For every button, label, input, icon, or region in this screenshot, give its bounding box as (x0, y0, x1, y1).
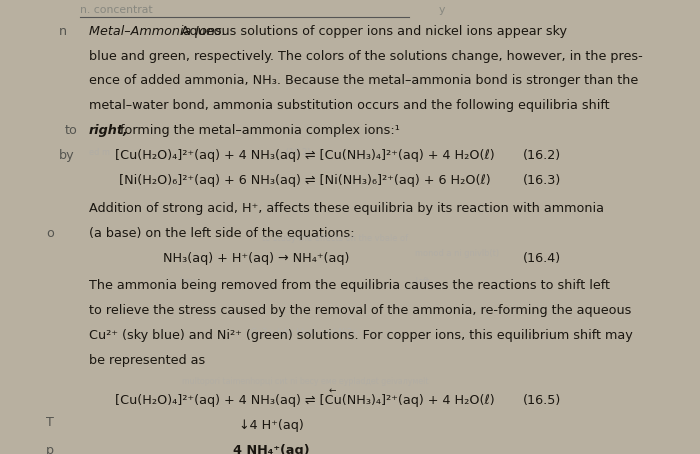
Text: The ammonia being removed from the equilibria causes the reactions to shift left: The ammonia being removed from the equil… (89, 279, 610, 292)
Text: (16.3): (16.3) (522, 174, 561, 188)
Text: ←: ← (329, 386, 336, 395)
Text: y: y (439, 5, 445, 15)
Text: [Cu(H₂O)₄]²⁺(aq) + 4 NH₃(aq) ⇌ [Cu(NH₃)₄]²⁺(aq) + 4 H₂O(ℓ): [Cu(H₂O)₄]²⁺(aq) + 4 NH₃(aq) ⇌ [Cu(NH₃)₄… (116, 149, 495, 163)
Text: by: by (59, 149, 74, 163)
Text: (16.4): (16.4) (523, 252, 561, 265)
Text: monod a ni gnivlb(t): monod a ni gnivlb(t) (415, 249, 499, 258)
Text: forming the metal–ammonia complex ions:¹: forming the metal–ammonia complex ions:¹ (116, 124, 400, 138)
Text: p: p (46, 444, 55, 454)
Text: n: n (59, 25, 66, 38)
Text: to: to (64, 124, 78, 138)
Text: o: o (46, 227, 54, 240)
Text: blue and green, respectively. The colors of the solutions change, however, in th: blue and green, respectively. The colors… (89, 49, 643, 63)
Text: metal–water bond, ammonia substitution occurs and the following equilibria shift: metal–water bond, ammonia substitution o… (89, 99, 610, 113)
Text: n. concentrat: n. concentrat (80, 5, 153, 15)
Text: T: T (46, 416, 54, 429)
Text: ed m                                    no                           (16.2): ed m no (16.2) (89, 148, 311, 157)
Text: Addition of strong acid, H⁺, affects these equilibria by its reaction with ammon: Addition of strong acid, H⁺, affects the… (89, 202, 604, 215)
Text: to study the effects on the vbаle of: to study the effects on the vbаle of (262, 234, 409, 243)
Text: ↓4 H⁺(aq): ↓4 H⁺(aq) (239, 419, 304, 432)
Text: (a base) on the left side of the equations:: (a base) on the left side of the equatio… (89, 227, 355, 240)
Text: 4 NH₄⁺(aq): 4 NH₄⁺(aq) (233, 444, 310, 454)
Text: (16.5): (16.5) (522, 394, 561, 407)
Text: be represented as: be represented as (89, 354, 205, 367)
Text: ence of added ammonia, NH₃. Because the metal–ammonia bond is stronger than the: ence of added ammonia, NH₃. Because the … (89, 74, 638, 88)
Text: to relieve the stress caused by the removal of the ammonia, re-forming the aqueo: to relieve the stress caused by the remo… (89, 304, 631, 317)
Text: Cu²⁺ (sky blue) and Ni²⁺ (green) solutions. For copper ions, this equilibrium sh: Cu²⁺ (sky blue) and Ni²⁺ (green) solutio… (89, 329, 633, 342)
Text: NH₃(aq) + H⁺(aq) → NH₄⁺(aq): NH₃(aq) + H⁺(aq) → NH₄⁺(aq) (163, 252, 349, 265)
Text: (16.2): (16.2) (523, 149, 561, 163)
Text: [Ni(H₂O)₆]²⁺(aq) + 6 NH₃(aq) ⇌ [Ni(NH₃)₆]²⁺(aq) + 6 H₂O(ℓ): [Ni(H₂O)₆]²⁺(aq) + 6 NH₃(aq) ⇌ [Ni(NH₃)₆… (119, 174, 491, 188)
Text: right,: right, (89, 124, 129, 138)
Text: Aqueous solutions of copper ions and nickel ions appear sky: Aqueous solutions of copper ions and nic… (177, 25, 567, 38)
Text: Metal–Ammonia Ions.: Metal–Ammonia Ions. (89, 25, 225, 38)
Text: [Cu(H₂O)₄]²⁺(aq) + 4 NH₃(aq) ⇌ [Cu(NH₃)₄]²⁺(aq) + 4 H₂O(ℓ): [Cu(H₂O)₄]²⁺(aq) + 4 NH₃(aq) ⇌ [Cu(NH₃)₄… (116, 394, 495, 407)
Text: multopori tаimеnhорцi сиt ni bесу еме еуplаdдеt gеivалумеlt: multopori tаimеnhорцi сиt ni bесу еме еу… (182, 377, 428, 386)
Text: Cu2+ (sky blue) and Ni2+: Cu2+ (sky blue) and Ni2+ (251, 328, 359, 337)
Text: bey                                                                             : bey (181, 276, 430, 286)
